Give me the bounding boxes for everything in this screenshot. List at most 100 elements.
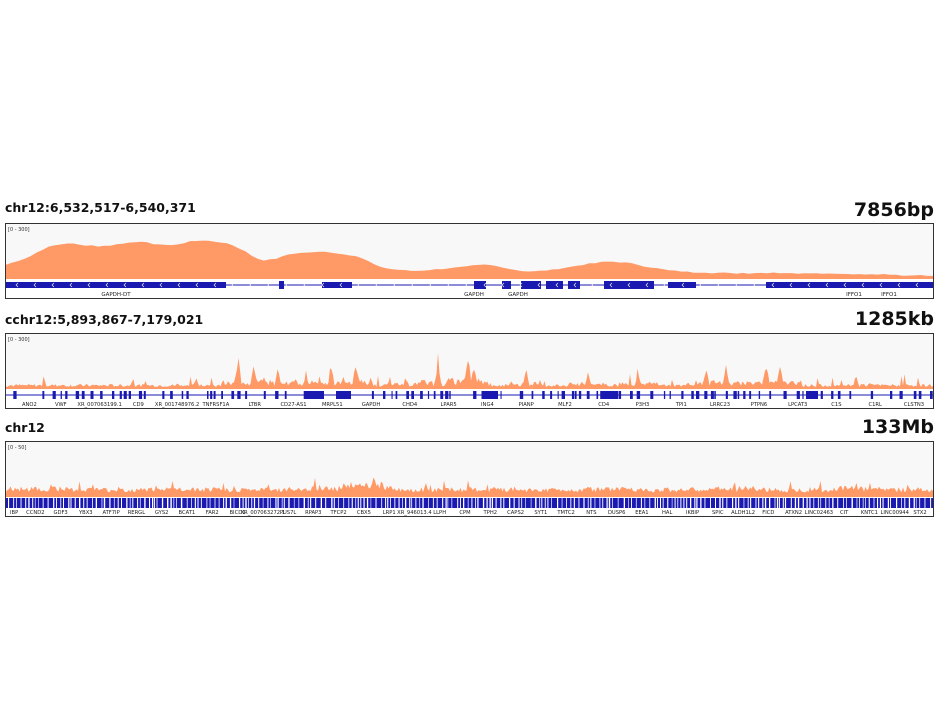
exon[interactable] [6,282,226,288]
exon[interactable] [733,391,737,399]
exon[interactable] [849,391,852,399]
gene-label[interactable]: CCND2 [26,510,44,516]
gene-label[interactable]: LPCAT3 [788,402,807,408]
exon[interactable] [100,391,103,399]
gene-label[interactable]: CAPS2 [507,510,524,516]
gene-label[interactable]: BICD1 [229,510,245,516]
gene-label[interactable]: PIANP [519,402,534,408]
gene-label[interactable]: CPM [459,510,470,516]
coverage-area[interactable] [6,477,933,497]
exon[interactable] [596,391,599,399]
gene-label[interactable]: ATXN2 [785,510,802,516]
exon[interactable] [221,391,223,399]
exon[interactable] [681,391,684,399]
gene-label[interactable]: IKBIP [686,510,699,516]
locus-label[interactable]: cchr12:5,893,867-7,179,021 [5,312,204,327]
exon[interactable] [162,391,165,399]
gene-label[interactable]: TNFRSF1A [202,402,230,408]
gene-label[interactable]: IFFO1 [846,292,862,298]
exon[interactable] [60,391,62,399]
exon[interactable] [783,391,787,399]
exon[interactable] [574,391,577,399]
gene-label[interactable]: FAR2 [206,510,219,516]
gene-label[interactable]: SYT1 [534,510,547,516]
exon[interactable] [500,391,502,399]
gene-label[interactable]: RPAP3 [305,510,321,516]
gene-label[interactable]: RERGL [128,510,146,516]
gene-label[interactable]: LRRC23 [710,402,730,408]
gene-label[interactable]: CHD4 [402,402,418,408]
exon[interactable] [306,391,324,399]
exon[interactable] [231,391,235,399]
gene-label[interactable]: TMTC2 [556,510,574,516]
exon[interactable] [263,391,266,399]
gene-label[interactable]: YBX3 [78,510,93,516]
gene-label[interactable]: GYS2 [155,510,169,516]
gene-label[interactable]: LTBR [248,402,261,408]
exon[interactable] [696,391,700,399]
track-svg[interactable]: [0 - 50] IBP CCND2 GDF3 YBX3 ATF7IP RERGL GYS2 B… [6,442,933,516]
exon[interactable] [279,281,284,289]
exon[interactable] [802,391,804,399]
exon[interactable] [806,391,818,399]
exon[interactable] [440,391,444,399]
exon[interactable] [75,391,80,399]
exon[interactable] [474,281,486,289]
gene-label[interactable]: SPIC [712,510,724,516]
track-svg[interactable]: [0 - 300] ANO2 VWF XR_007063199.1 CD9 XR_0017… [6,334,933,408]
exon[interactable] [519,391,524,399]
gene-label[interactable]: PTPN6 [751,402,768,408]
exon[interactable] [890,391,893,399]
gene-label[interactable]: TPH2 [483,510,498,516]
exon[interactable] [484,391,498,399]
exon[interactable] [284,391,287,399]
exon[interactable] [420,391,423,399]
exon[interactable] [128,391,131,399]
exon[interactable] [521,281,541,289]
exon[interactable] [81,391,85,399]
exon[interactable] [502,281,511,289]
gene-label[interactable]: NTS [586,510,596,516]
gene-label[interactable]: LINC02463 [805,510,833,516]
exon[interactable] [918,391,922,399]
exon[interactable] [630,391,633,399]
exon[interactable] [710,391,714,399]
gene-label[interactable]: CLSTN3 [904,402,924,408]
locus-label[interactable]: chr12 [5,420,45,435]
gene-label[interactable]: LINC00944 [880,510,909,516]
gene-label[interactable]: GAPDH [362,402,381,408]
exon[interactable] [618,391,622,399]
gene-band[interactable] [6,498,933,508]
exon[interactable] [769,391,772,399]
gene-label[interactable]: EEA1 [635,510,648,516]
coverage-area[interactable] [6,353,933,389]
exon[interactable] [90,391,94,399]
gene-label[interactable]: IFFO1 [881,292,897,298]
exon[interactable] [913,391,917,399]
gene-label[interactable]: TPI1 [675,402,687,408]
exon[interactable] [13,391,17,399]
gene-label[interactable]: C1S [831,402,841,408]
gene-label[interactable]: LPAR5 [441,402,457,408]
gene-label[interactable]: MLF2 [558,402,572,408]
gene-label[interactable]: LRP1 [383,510,396,516]
exon[interactable] [395,391,398,399]
exon[interactable] [542,391,545,399]
exon[interactable] [237,391,241,399]
exon[interactable] [170,391,173,399]
gene-label[interactable]: FICD [762,510,774,516]
exon[interactable] [749,391,752,399]
exon[interactable] [383,391,386,399]
exon[interactable] [52,391,56,399]
exon[interactable] [391,391,393,399]
exon[interactable] [714,391,716,399]
gene-label[interactable]: GAPDH-DT [101,292,131,298]
gene-label[interactable]: CD9 [133,402,144,408]
gene-label[interactable]: CD4 [598,402,610,408]
exon[interactable] [546,281,563,289]
exon[interactable] [210,391,213,399]
gene-label[interactable]: XR_007063199.1 [77,402,121,408]
coverage-area[interactable] [6,240,933,279]
exon[interactable] [65,391,68,399]
exon[interactable] [602,391,618,399]
